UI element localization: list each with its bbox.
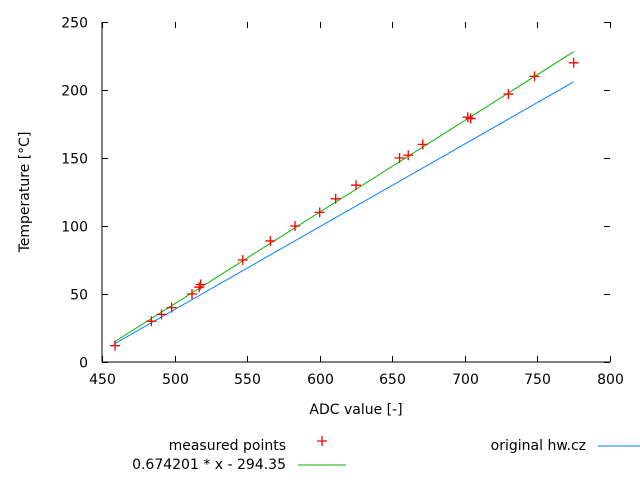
x-tick-label: 550	[234, 372, 261, 388]
x-axis-label: ADC value [-]	[309, 402, 402, 418]
x-tick-label: 650	[379, 372, 406, 388]
series-layer	[110, 51, 579, 351]
measured-point	[314, 207, 325, 218]
measured-point	[265, 235, 276, 246]
measured-point	[465, 113, 476, 124]
x-tick-label: 450	[89, 372, 116, 388]
y-tick-label: 100	[61, 220, 88, 236]
x-tick-label: 500	[162, 372, 189, 388]
measured-point	[156, 309, 167, 320]
measured-point	[394, 153, 405, 163]
measured-point	[351, 180, 361, 191]
x-tick-label: 700	[452, 372, 479, 388]
measured-point	[290, 221, 301, 231]
measured-point	[186, 289, 197, 299]
legend: measured points original hw.cz 0.674201 …	[132, 436, 640, 473]
y-tick-label: 200	[61, 84, 88, 100]
x-tick-label: 600	[307, 372, 334, 388]
y-tick-label: 250	[61, 16, 88, 32]
legend-label-original: original hw.cz	[491, 438, 586, 454]
measured-point	[195, 279, 206, 290]
legend-marker-measured	[317, 436, 327, 446]
legend-label-fit: 0.674201 * x - 294.35	[132, 457, 286, 473]
y-tick-label: 0	[79, 356, 88, 372]
measured-point	[417, 139, 428, 150]
measured-point	[237, 255, 248, 265]
measured-point	[503, 89, 514, 100]
measured-point	[166, 302, 177, 313]
measured-point	[110, 340, 121, 351]
measured-point	[146, 316, 157, 327]
measured-point	[568, 57, 579, 68]
legend-label-measured: measured points	[169, 438, 286, 454]
x-tick-label: 800	[597, 372, 624, 388]
y-axis-label: Temperature [°C]	[17, 132, 33, 254]
measured-point	[529, 71, 540, 82]
y-tick-label: 150	[61, 152, 88, 168]
original-hw-line	[113, 81, 574, 345]
y-tick-label: 50	[70, 288, 88, 304]
legend-plus-icon	[317, 436, 327, 446]
x-tick-label: 750	[524, 372, 551, 388]
fit-line	[113, 51, 574, 343]
axes: 450 500 550 600 650 700 750 800 0 50 100 150 200 250	[61, 16, 624, 389]
measured-point	[330, 193, 341, 204]
measured-point	[403, 150, 414, 161]
